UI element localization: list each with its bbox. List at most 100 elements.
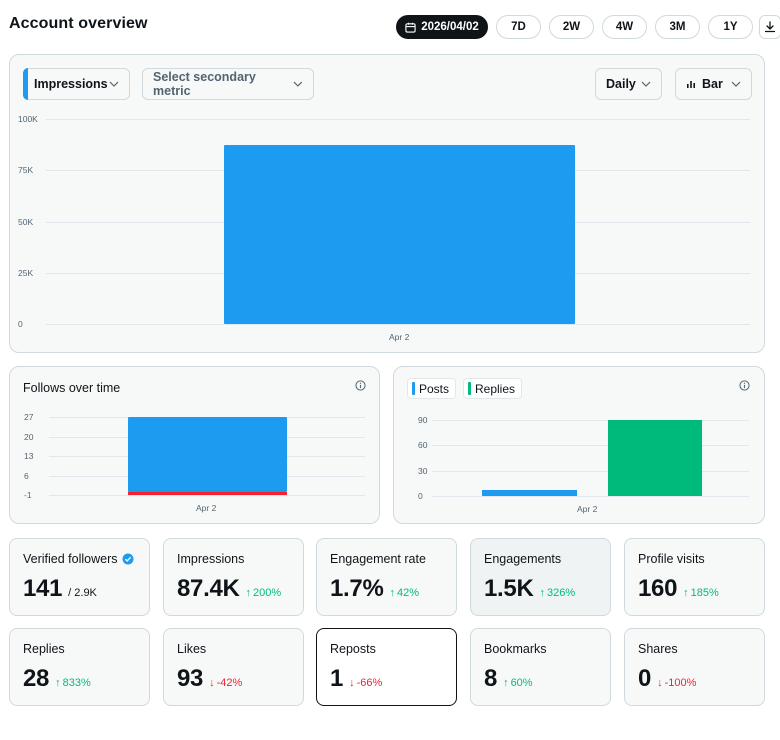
x-tick-label: Apr 2 [389, 332, 410, 342]
stat-value-row: 141 / 2.9K [23, 575, 97, 603]
info-icon[interactable] [355, 380, 366, 391]
stat-value-row: 0 ↓ -100% [638, 665, 696, 693]
stat-value-row: 8 ↑ 60% [484, 665, 533, 693]
posts-bar [482, 490, 577, 496]
chevron-down-icon [731, 81, 741, 87]
y-tick-label: 0 [18, 319, 23, 329]
stat-change-value: 326% [547, 587, 576, 599]
primary-metric-dropdown[interactable]: Impressions [23, 68, 130, 100]
info-icon[interactable] [739, 380, 750, 391]
gridline [46, 324, 750, 325]
stat-value-row: 1 ↓ -66% [330, 665, 382, 693]
stat-label: Profile visits [638, 552, 705, 566]
legend-replies-label: Replies [475, 381, 516, 396]
stat-change-value: 833% [62, 677, 91, 689]
stat-value-row: 1.7% ↑ 42% [330, 575, 419, 603]
gridline [49, 495, 365, 496]
stat-card-shares[interactable]: Shares 0 ↓ -100% [624, 628, 765, 706]
chart-type-dropdown[interactable]: Bar [675, 68, 752, 100]
stat-card-impressions[interactable]: Impressions 87.4K ↑ 200% [163, 538, 304, 616]
arrow-up-icon: ↑ [683, 587, 689, 599]
stat-total: / 2.9K [68, 587, 97, 599]
stat-change: ↓ -42% [209, 677, 242, 689]
gridline [432, 445, 749, 447]
follows-chart-title: Follows over time [23, 381, 121, 395]
stat-label-text: Profile visits [638, 552, 705, 566]
secondary-metric-label: Select secondary metric [153, 70, 256, 98]
stat-value: 87.4K [177, 575, 240, 602]
download-icon [764, 21, 776, 33]
replies-bar [608, 420, 702, 496]
stat-change: ↓ -66% [349, 677, 382, 689]
stat-label: Bookmarks [484, 642, 547, 656]
stat-card-likes[interactable]: Likes 93 ↓ -42% [163, 628, 304, 706]
stat-change: ↑ 42% [390, 587, 420, 599]
stat-value-row: 93 ↓ -42% [177, 665, 242, 693]
stat-value-row: 160 ↑ 185% [638, 575, 719, 603]
stat-card-verified-followers[interactable]: Verified followers 141 / 2.9K [9, 538, 150, 616]
main-chart-card: Impressions Select secondary metric Dail… [9, 54, 765, 353]
stat-label-text: Engagement rate [330, 552, 426, 566]
stat-value: 28 [23, 665, 50, 692]
y-tick-label: 20 [24, 431, 34, 442]
range-3m-button[interactable]: 3M [655, 15, 700, 39]
arrow-down-icon: ↓ [657, 677, 663, 689]
chevron-down-icon [641, 81, 651, 87]
stat-change: ↑ 326% [540, 587, 576, 599]
stat-value: 8 [484, 665, 498, 692]
y-tick-label: 0 [418, 491, 423, 501]
range-7d-button[interactable]: 7D [496, 15, 541, 39]
stat-change-value: 60% [510, 677, 533, 689]
y-tick-label: 25K [18, 267, 34, 278]
range-2w-button[interactable]: 2W [549, 15, 594, 39]
chart-type-label: Bar [702, 77, 723, 91]
stat-change: ↑ 185% [683, 587, 719, 599]
replies-swatch [468, 382, 471, 395]
bar-chart-icon [687, 81, 695, 88]
y-tick-label: 60 [418, 440, 428, 451]
range-1y-button[interactable]: 1Y [708, 15, 753, 39]
y-tick-label: 6 [24, 470, 29, 481]
stat-card-replies[interactable]: Replies 28 ↑ 833% [9, 628, 150, 706]
stat-change-value: 200% [253, 587, 282, 599]
stat-value-row: 87.4K ↑ 200% [177, 575, 281, 603]
arrow-up-icon: ↑ [539, 587, 546, 599]
stat-label: Engagement rate [330, 552, 426, 566]
download-button[interactable] [759, 15, 780, 39]
unfollows-bar [128, 492, 287, 496]
granularity-dropdown[interactable]: Daily [595, 68, 662, 100]
stat-card-reposts[interactable]: Reposts 1 ↓ -66% [316, 628, 457, 706]
arrow-down-icon: ↓ [349, 677, 355, 689]
calendar-icon [405, 22, 416, 33]
stat-value: 1 [330, 665, 344, 692]
legend-posts-label: Posts [419, 381, 450, 396]
arrow-up-icon: ↑ [245, 587, 252, 599]
range-4w-button[interactable]: 4W [602, 15, 647, 39]
follows-chart-card: Follows over time -1 6 13 20 27 Apr 2 [9, 366, 380, 524]
x-tick-label: Apr 2 [577, 504, 598, 514]
stat-label-text: Bookmarks [484, 642, 547, 656]
stat-label: Replies [23, 642, 65, 656]
arrow-up-icon: ↑ [389, 587, 396, 599]
stat-card-bookmarks[interactable]: Bookmarks 8 ↑ 60% [470, 628, 611, 706]
stat-label: Reposts [330, 642, 376, 656]
gridline [432, 470, 749, 472]
stat-label: Verified followers [23, 552, 134, 566]
x-tick-label: Apr 2 [196, 503, 217, 513]
stat-label-text: Shares [638, 642, 678, 656]
secondary-metric-dropdown[interactable]: Select secondary metric [142, 68, 314, 100]
stat-card-engagements[interactable]: Engagements 1.5K ↑ 326% [470, 538, 611, 616]
y-tick-label: 30 [418, 465, 428, 476]
y-tick-label: -1 [24, 490, 32, 500]
stat-change: ↑ 833% [55, 677, 91, 689]
arrow-down-icon: ↓ [209, 677, 215, 689]
stat-change: ↓ -100% [657, 677, 696, 689]
date-label: 2026/04/02 [421, 21, 479, 33]
stat-card-engagement-rate[interactable]: Engagement rate 1.7% ↑ 42% [316, 538, 457, 616]
stat-card-profile-visits[interactable]: Profile visits 160 ↑ 185% [624, 538, 765, 616]
stat-label-text: Reposts [330, 642, 376, 656]
legend-replies[interactable]: Replies [463, 378, 523, 399]
legend-posts[interactable]: Posts [407, 378, 457, 399]
stat-change: ↑ 60% [503, 677, 533, 689]
date-picker-button[interactable]: 2026/04/02 [396, 15, 488, 39]
